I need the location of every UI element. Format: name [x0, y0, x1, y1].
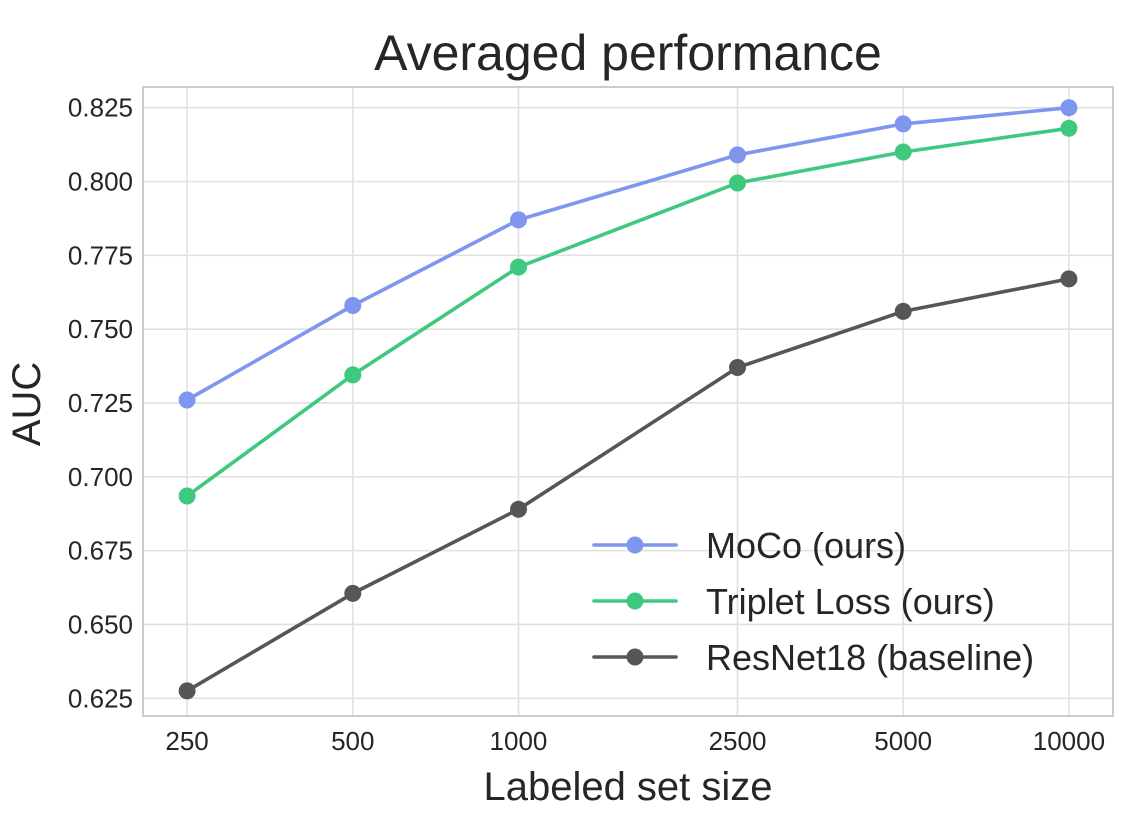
series-lines [178, 99, 1078, 700]
y-tick-label: 0.700 [68, 462, 133, 492]
x-tick-label: 2500 [709, 726, 767, 756]
legend-label: MoCo (ours) [706, 525, 906, 566]
y-tick-label: 0.725 [68, 388, 133, 418]
x-tick-label: 5000 [874, 726, 932, 756]
legend-label: ResNet18 (baseline) [706, 637, 1034, 678]
chart-title: Averaged performance [374, 25, 882, 81]
legend-marker [626, 648, 644, 666]
data-point [344, 297, 362, 314]
y-tick-label: 0.650 [68, 609, 133, 639]
x-tick-label: 1000 [490, 726, 548, 756]
x-tick-label: 250 [165, 726, 208, 756]
legend: MoCo (ours) Triplet Loss (ours) ResNet18 (… [592, 525, 1034, 678]
data-point [894, 302, 912, 320]
data-point [178, 391, 196, 409]
series-line [185, 126, 1071, 498]
x-tick-label: 10000 [1033, 726, 1105, 756]
data-point [729, 174, 746, 192]
data-point [1060, 270, 1078, 288]
x-tick-label: 500 [331, 726, 374, 756]
series-2 [178, 270, 1078, 700]
legend-marker [626, 536, 644, 554]
legend-label: Triplet Loss (ours) [706, 581, 995, 622]
y-tick-label: 0.825 [68, 93, 133, 123]
plot-area-frame [142, 86, 1114, 717]
legend-marker [626, 592, 644, 610]
y-axis-ticks: 0.625 0.650 0.675 0.700 0.725 0.750 0.775 0.800… [68, 93, 133, 714]
data-point [510, 258, 527, 276]
y-tick-label: 0.625 [68, 683, 133, 713]
data-point [1060, 119, 1078, 137]
data-point [729, 359, 746, 376]
data-point [344, 366, 362, 384]
y-tick-label: 0.675 [68, 536, 133, 566]
legend-entry: MoCo (ours) [592, 525, 906, 566]
series-0 [178, 99, 1078, 409]
grid [143, 87, 1113, 716]
data-point [894, 115, 912, 133]
x-axis-ticks: 250 500 1000 2500 5000 10000 [165, 726, 1105, 756]
data-point [344, 584, 362, 602]
data-point [894, 143, 912, 161]
y-tick-label: 0.750 [68, 314, 133, 344]
legend-entry: ResNet18 (baseline) [592, 637, 1034, 678]
data-point [510, 211, 527, 229]
data-point [510, 500, 527, 518]
legend-entry: Triplet Loss (ours) [592, 581, 995, 622]
data-point [729, 146, 746, 164]
y-axis-title: AUC [5, 362, 49, 446]
data-point [178, 487, 196, 505]
x-axis-title: Labeled set size [483, 765, 772, 809]
y-tick-label: 0.800 [68, 166, 133, 196]
data-point [1060, 99, 1078, 117]
series-line [185, 105, 1071, 402]
series-1 [178, 119, 1078, 505]
y-tick-label: 0.775 [68, 240, 133, 270]
series-line [185, 277, 1071, 693]
data-point [178, 682, 196, 700]
